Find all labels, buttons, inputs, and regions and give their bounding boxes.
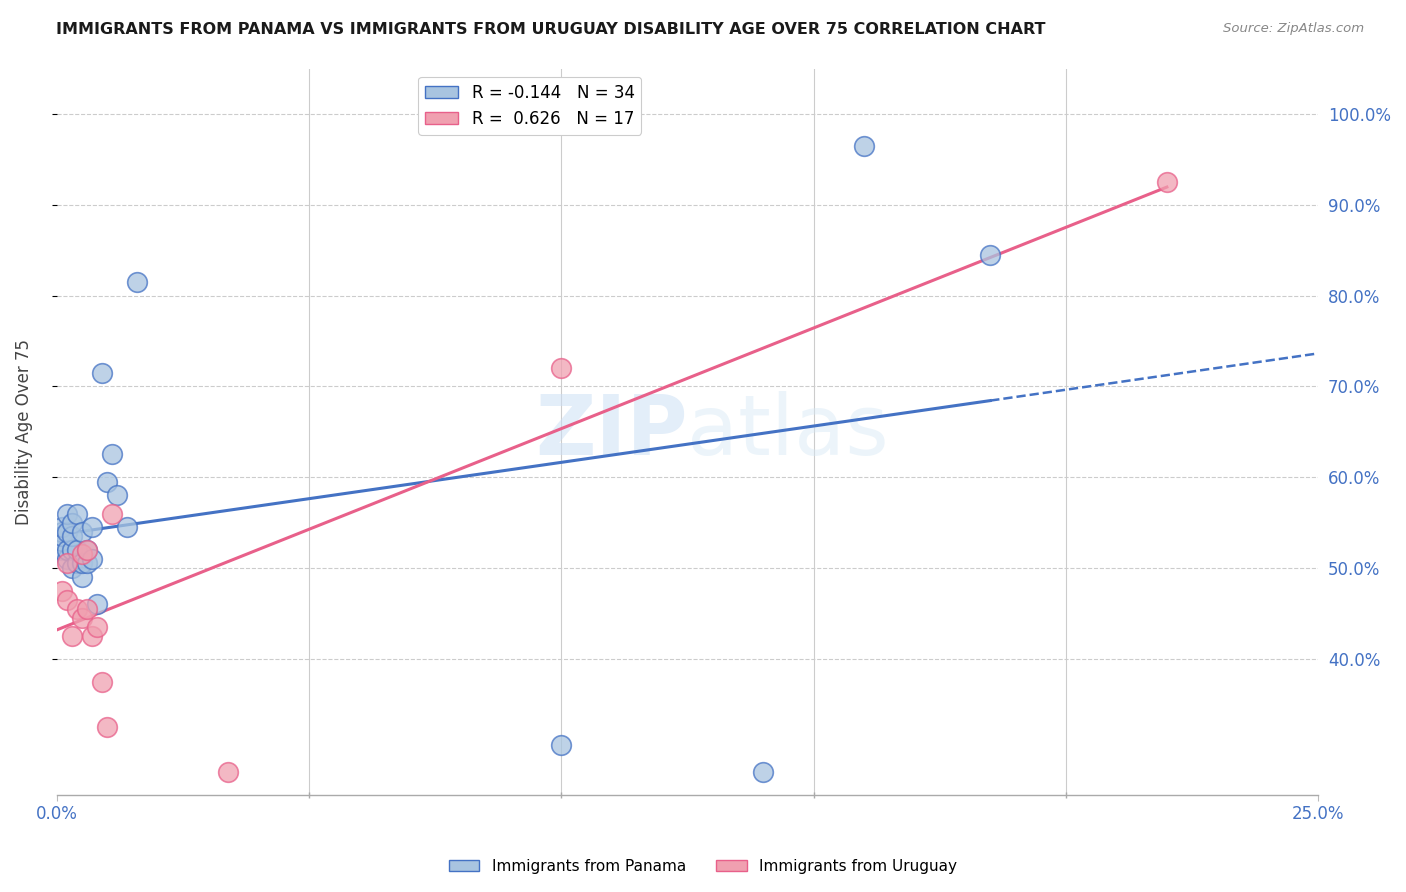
Text: ZIP: ZIP: [534, 392, 688, 472]
Point: [51, 583, 73, 598]
Point: [979, 248, 1001, 262]
Point: [1156, 175, 1178, 189]
Point: [60, 529, 83, 543]
Point: [76, 542, 98, 557]
Point: [86, 598, 108, 612]
Point: [55, 552, 77, 566]
Point: [60, 542, 83, 557]
Point: [127, 275, 149, 289]
Point: [51, 542, 73, 557]
Point: [76, 557, 98, 571]
Point: [70, 548, 93, 562]
Point: [91, 674, 114, 689]
Point: [70, 524, 93, 539]
Text: Source: ZipAtlas.com: Source: ZipAtlas.com: [1223, 22, 1364, 36]
Point: [55, 557, 77, 571]
Text: atlas: atlas: [688, 392, 889, 472]
Point: [96, 720, 118, 734]
Point: [550, 361, 572, 376]
Point: [55, 592, 77, 607]
Point: [55, 507, 77, 521]
Point: [51, 520, 73, 534]
Point: [550, 738, 572, 752]
Point: [117, 520, 139, 534]
Point: [80, 552, 103, 566]
Point: [76, 602, 98, 616]
Point: [70, 611, 93, 625]
Y-axis label: Disability Age Over 75: Disability Age Over 75: [15, 339, 32, 524]
Point: [96, 475, 118, 489]
Point: [80, 520, 103, 534]
Point: [86, 620, 108, 634]
Point: [60, 561, 83, 575]
Legend: R = -0.144   N = 34, R =  0.626   N = 17: R = -0.144 N = 34, R = 0.626 N = 17: [418, 77, 641, 135]
Text: IMMIGRANTS FROM PANAMA VS IMMIGRANTS FROM URUGUAY DISABILITY AGE OVER 75 CORRELA: IMMIGRANTS FROM PANAMA VS IMMIGRANTS FRO…: [56, 22, 1046, 37]
Point: [55, 542, 77, 557]
Point: [217, 765, 239, 780]
Point: [70, 557, 93, 571]
Point: [101, 448, 124, 462]
Point: [105, 488, 128, 502]
Point: [51, 524, 73, 539]
Point: [66, 602, 89, 616]
Point: [55, 524, 77, 539]
Point: [752, 765, 775, 780]
Point: [76, 542, 98, 557]
Point: [60, 629, 83, 643]
Point: [51, 529, 73, 543]
Legend: Immigrants from Panama, Immigrants from Uruguay: Immigrants from Panama, Immigrants from …: [443, 853, 963, 880]
Point: [80, 629, 103, 643]
Point: [91, 366, 114, 380]
Point: [101, 507, 124, 521]
Point: [60, 516, 83, 530]
Point: [66, 557, 89, 571]
Point: [66, 507, 89, 521]
Point: [70, 570, 93, 584]
Point: [66, 542, 89, 557]
Point: [853, 138, 876, 153]
Point: [51, 533, 73, 548]
